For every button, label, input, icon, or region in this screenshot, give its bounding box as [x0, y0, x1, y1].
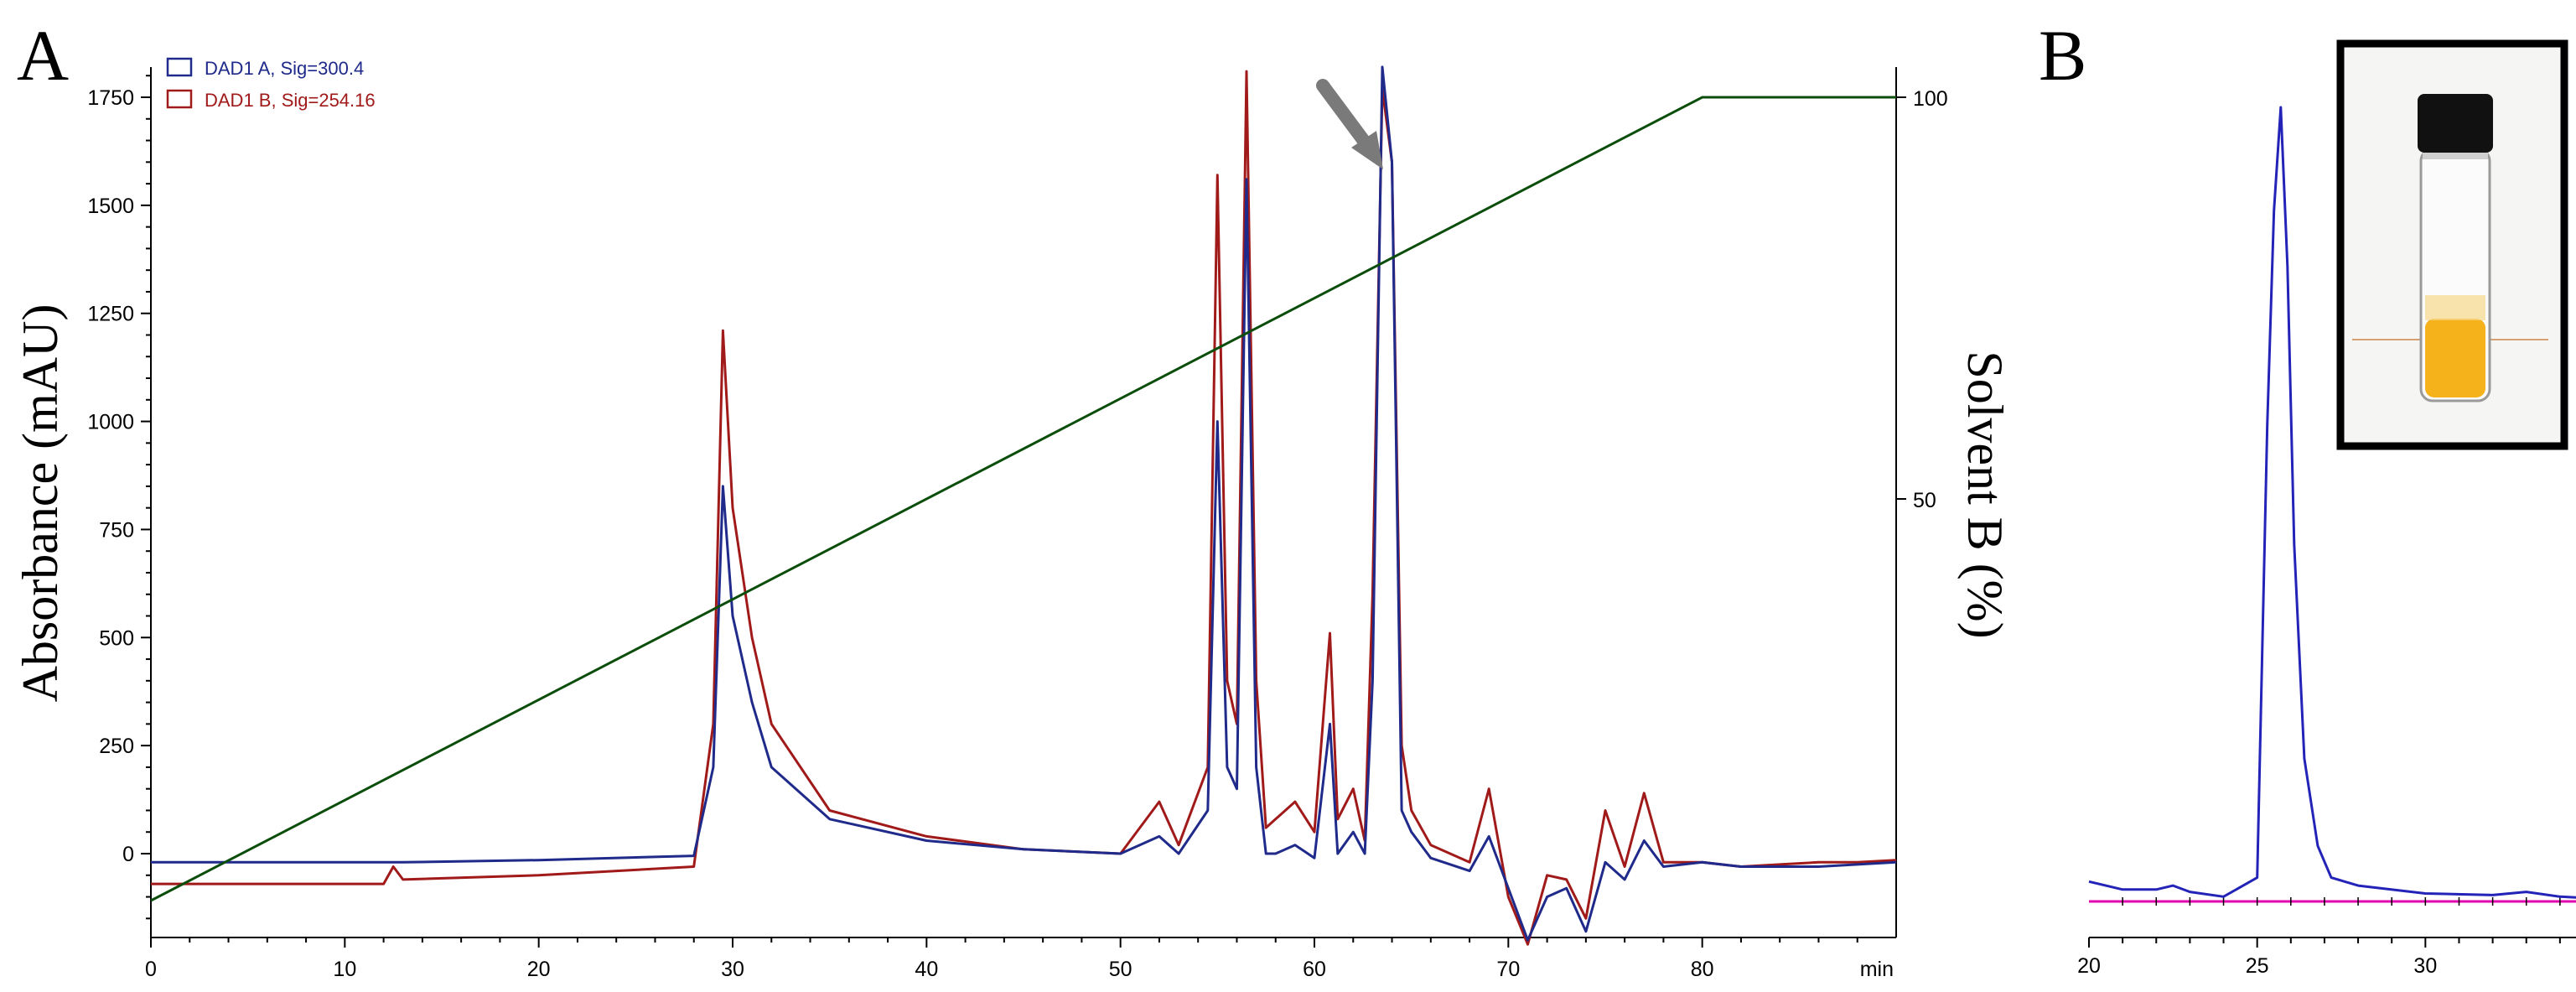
- x-tick-label: 70: [1496, 958, 1520, 981]
- panel-a-y-axis-title: Absorbance (mAU): [13, 304, 68, 703]
- vial-neck: [2423, 153, 2488, 159]
- legend-swatch-dad1-b: [166, 89, 193, 109]
- panel-b-letter: B: [2039, 15, 2086, 96]
- legend-label-dad1-a: DAD1 A, Sig=300.4: [205, 58, 364, 79]
- vial-yellow-solution: [2425, 319, 2485, 397]
- y2-tick-label: 50: [1913, 489, 1936, 512]
- panel-b-chart: 20253035: [2077, 39, 2576, 978]
- x-tick-label: 60: [1303, 958, 1326, 981]
- panel-a-y2-axis-title: Solvent B (%): [1957, 351, 2013, 638]
- legend-label-dad1-b: DAD1 B, Sig=254.16: [205, 90, 376, 111]
- x-tick-label: 50: [1109, 958, 1133, 981]
- vial-black-cap: [2418, 94, 2493, 153]
- series-line-dad1-a: [151, 65, 1897, 942]
- x-tick-label: 80: [1691, 958, 1714, 981]
- y-tick-label: 250: [99, 735, 134, 758]
- peak-arrow: [1316, 79, 1383, 169]
- panel-b-x-tick-label: 20: [2077, 954, 2101, 978]
- y-tick-label: 1250: [87, 303, 134, 326]
- series-line-dad1-b: [151, 70, 1897, 946]
- y-tick-label: 500: [99, 626, 134, 650]
- x-tick-label: 30: [721, 958, 744, 981]
- panel-a-chart: 0 10 20 30 40 50 60 70 80 min 0 250 500 750 1000 1250 1…: [13, 57, 2013, 981]
- x-tick-label: 40: [915, 958, 938, 981]
- panel-b-x-tick-label: 30: [2413, 954, 2437, 978]
- vial-photo-inset: [2336, 39, 2568, 450]
- legend-swatch-dad1-a: [166, 57, 193, 77]
- y-tick-label: 750: [99, 518, 134, 542]
- y-tick-label: 1500: [87, 195, 134, 218]
- peak-arrow-shaft: [1316, 79, 1373, 151]
- series-line-solvent-b: [150, 96, 1896, 902]
- panel-a-letter: A: [17, 15, 69, 96]
- peak-arrow-head: [1351, 131, 1383, 169]
- vial-meniscus: [2425, 295, 2485, 320]
- panel-b-trace: [2088, 106, 2576, 899]
- y-tick-label: 1000: [87, 411, 134, 434]
- x-tick-label: 20: [527, 958, 551, 981]
- panel-a-legend: DAD1 A, Sig=300.4 DAD1 B, Sig=254.16: [166, 57, 376, 111]
- panel-b-x-tick-label: 25: [2246, 954, 2269, 978]
- y2-tick-label: 100: [1913, 87, 1948, 111]
- y-tick-label: 1750: [87, 86, 134, 110]
- x-axis-unit-label: min: [1860, 958, 1894, 981]
- x-tick-label: 0: [145, 958, 157, 981]
- x-tick-label: 10: [333, 958, 356, 981]
- y-tick-label: 0: [122, 843, 134, 866]
